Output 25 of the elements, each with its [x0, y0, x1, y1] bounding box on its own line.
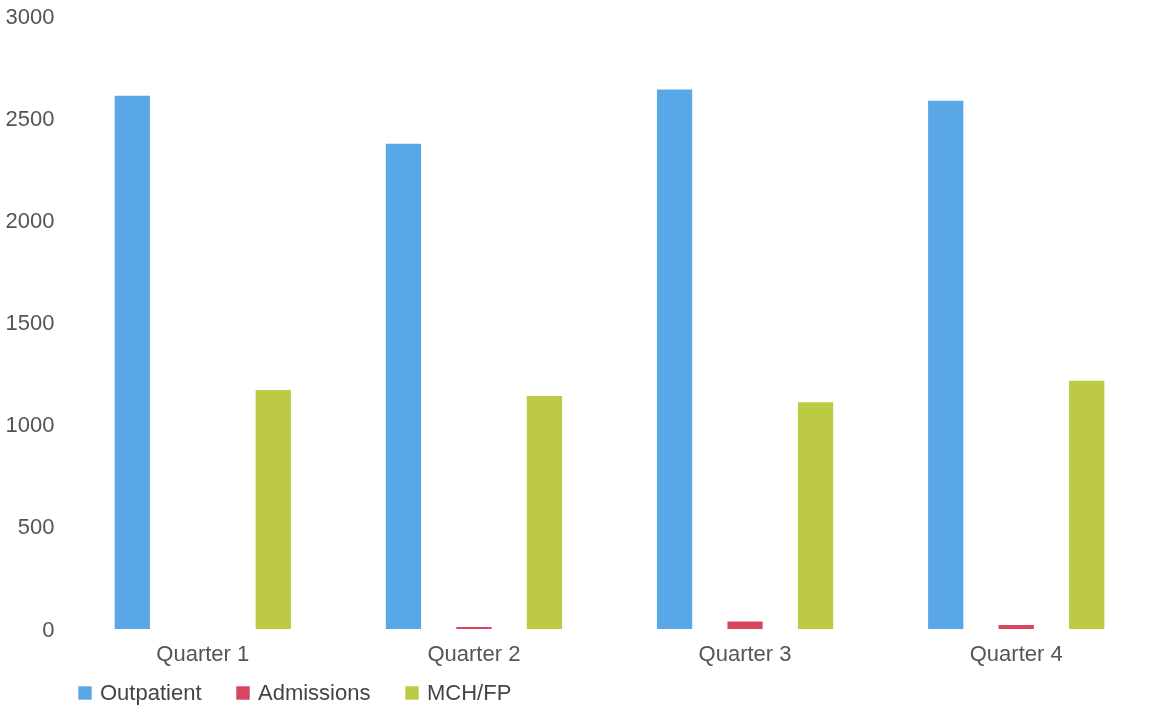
bar	[456, 626, 492, 629]
y-tick-label: 1000	[5, 412, 55, 438]
y-tick-label: 2000	[5, 207, 55, 233]
x-tick-label: Quarter 1	[156, 640, 250, 666]
bar	[114, 95, 150, 629]
x-tick-label: Quarter 3	[698, 640, 792, 666]
y-tick-label: 3000	[5, 3, 55, 29]
y-tick-label: 1500	[5, 310, 55, 335]
x-tick-label: Quarter 2	[427, 640, 521, 666]
y-tick-label: 500	[17, 514, 55, 540]
bar	[255, 389, 291, 629]
legend-label: Admissions	[258, 680, 371, 705]
bar	[526, 396, 563, 629]
x-tick-label: Quarter 4	[969, 640, 1063, 666]
legend-label: Outpatient	[100, 680, 202, 705]
legend-label: MCH/FP	[427, 680, 512, 705]
bar	[797, 402, 834, 629]
bar	[928, 100, 964, 629]
bar	[385, 143, 422, 629]
bar	[1069, 380, 1105, 629]
y-tick-label: 0	[42, 616, 55, 642]
bar	[727, 621, 763, 629]
bar	[998, 624, 1034, 629]
y-tick-label: 2500	[5, 105, 55, 131]
bar	[656, 89, 693, 629]
